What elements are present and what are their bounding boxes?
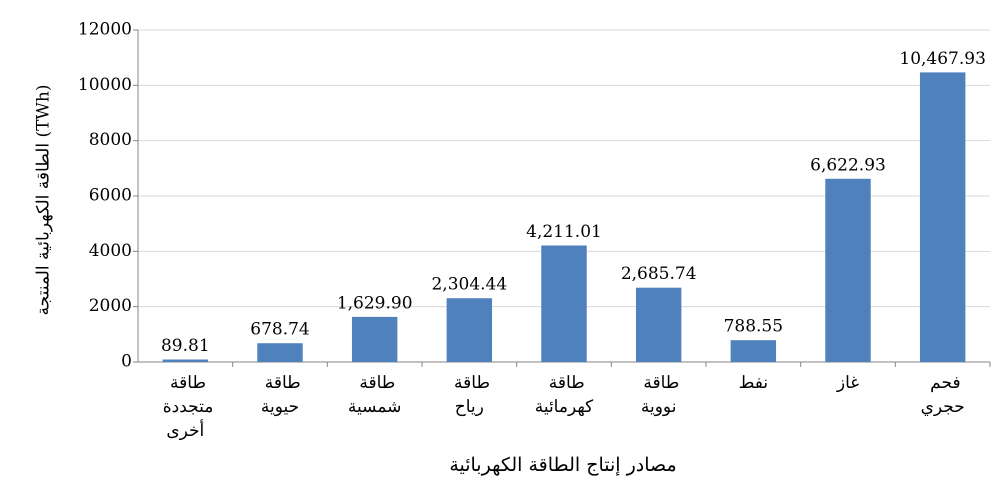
bar xyxy=(257,343,303,362)
y-tick-label: 0 xyxy=(121,352,132,372)
x-tick-label: طاقة متجددة أخرى xyxy=(157,373,213,441)
data-label: 4,211.01 xyxy=(526,222,602,242)
x-tick-label: طاقة شمسية xyxy=(348,373,401,417)
bar xyxy=(351,316,398,362)
data-label: 89.81 xyxy=(161,336,210,356)
bar xyxy=(635,287,682,362)
y-tick-label: 4000 xyxy=(89,241,132,261)
x-tick-label: طاقة رياح xyxy=(449,373,490,417)
data-label: 2,685.74 xyxy=(621,264,697,284)
x-axis-title: مصادر إنتاج الطاقة الكهربائية xyxy=(449,454,676,476)
bar xyxy=(541,245,587,362)
y-axis-title: الطاقة الكهربائية المنتجة (TWh) xyxy=(34,85,54,316)
y-tick-label: 8000 xyxy=(89,130,132,150)
bar xyxy=(825,178,871,362)
y-tick-label: 10000 xyxy=(78,75,132,95)
data-label: 1,629.90 xyxy=(337,293,413,313)
x-tick-label: طاقة كهرمائية xyxy=(535,373,594,417)
x-tick-label: طاقة حيوية xyxy=(259,373,300,417)
data-label: 2,304.44 xyxy=(431,275,507,295)
x-tick-label: طاقة نووية xyxy=(638,373,679,417)
bar xyxy=(162,359,209,362)
bar xyxy=(446,298,493,362)
data-label: 10,467.93 xyxy=(899,49,986,69)
data-label: 6,622.93 xyxy=(810,155,886,175)
data-label: 788.55 xyxy=(724,317,783,337)
data-label: 678.74 xyxy=(250,320,309,340)
y-tick-label: 6000 xyxy=(89,186,132,206)
x-tick-label: غاز xyxy=(836,373,859,393)
y-tick-label: 12000 xyxy=(78,20,132,40)
bar xyxy=(730,340,777,362)
bar xyxy=(919,72,966,362)
x-tick-label: نفط xyxy=(739,373,768,393)
x-tick-label: فحم حجري xyxy=(921,373,965,417)
y-tick-label: 2000 xyxy=(89,296,132,316)
